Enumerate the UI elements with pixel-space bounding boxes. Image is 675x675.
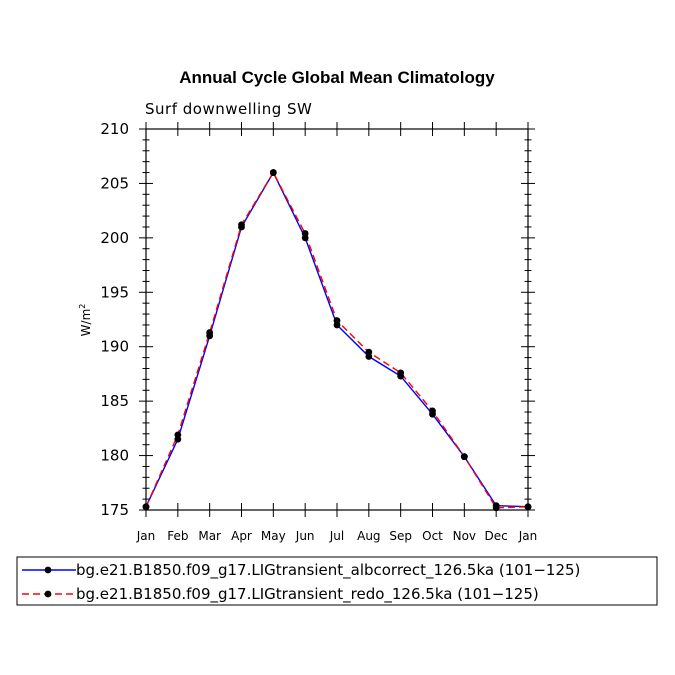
x-tick-labels: Jan Feb Mar Apr May Jun Jul Aug Sep Oct Nov Dec Jan — [136, 529, 538, 543]
y-tick-label: 195 — [100, 283, 129, 301]
plot-frame — [145, 128, 529, 511]
series-line-2 — [145, 171, 529, 509]
svg-text:W/m2: W/m2 — [78, 304, 93, 337]
y-tick-label: 175 — [100, 501, 129, 519]
legend-items: bg.e21.B1850.f09_g17.LIGtransient_albcor… — [22, 561, 580, 604]
y-tick-label: 210 — [100, 120, 129, 138]
series-2-point — [238, 221, 245, 229]
series-line-1 — [145, 171, 529, 508]
series-2-point — [269, 169, 277, 176]
x-tick-label: Apr — [231, 529, 252, 543]
series-2-point — [174, 431, 182, 439]
y-tick-labels: 175 180 185 190 195 200 205 210 — [100, 120, 129, 519]
y-axis-label: W/m2 — [78, 304, 93, 337]
x-tick-label: Jan — [518, 529, 538, 543]
legend-label-1: bg.e21.B1850.f09_g17.LIGtransient_albcor… — [76, 561, 580, 580]
x-tick-label: Nov — [453, 529, 476, 543]
x-tick-label: May — [261, 529, 286, 543]
x-tick-label: Oct — [422, 529, 443, 543]
series-2-point — [365, 348, 373, 356]
series-2-point — [206, 329, 214, 336]
series-2-point — [333, 317, 341, 324]
y-axis-label-text: W/m — [79, 309, 93, 337]
series-2-point — [397, 369, 405, 377]
legend-label-2: bg.e21.B1850.f09_g17.LIGtransient_redo_1… — [76, 585, 539, 604]
x-tick-label: Aug — [357, 529, 380, 543]
y-tick-label: 185 — [100, 392, 129, 410]
x-tick-label: Feb — [167, 529, 188, 543]
y-axis-label-superscript: 2 — [78, 304, 87, 309]
x-tick-label: Jan — [136, 529, 156, 543]
legend-box — [16, 556, 658, 606]
chart-subtitle: Surf downwelling SW — [145, 100, 312, 118]
y-tick-label: 200 — [100, 229, 129, 247]
x-tick-label: Jun — [295, 529, 315, 543]
series-2-point — [429, 407, 436, 415]
x-tick-label: Sep — [389, 529, 412, 543]
series-2-point — [460, 453, 468, 461]
legend-marker-1 — [44, 566, 52, 574]
chart-title: Annual Cycle Global Mean Climatology — [179, 68, 495, 87]
x-tick-label: Mar — [198, 529, 221, 543]
x-tick-label: Jul — [329, 529, 344, 543]
legend-marker-2 — [44, 590, 52, 598]
series-2-point — [301, 230, 309, 237]
y-tick-label: 205 — [100, 174, 129, 192]
y-tick-label: 190 — [100, 338, 129, 356]
x-tick-label: Dec — [485, 529, 508, 543]
y-tick-label: 180 — [100, 447, 129, 465]
series-layer — [142, 169, 532, 512]
legend: bg.e21.B1850.f09_g17.LIGtransient_albcor… — [16, 556, 658, 606]
